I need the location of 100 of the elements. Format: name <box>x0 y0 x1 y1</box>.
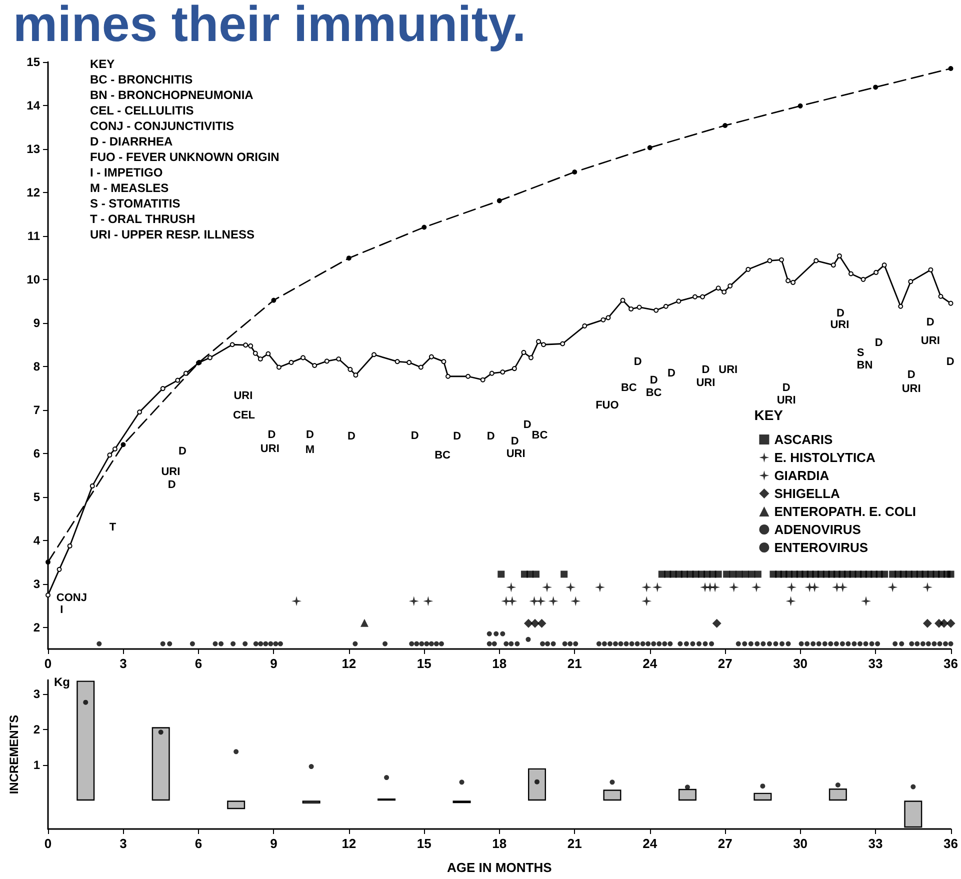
point <box>873 84 878 90</box>
annotation: D <box>510 435 519 448</box>
annotation: FUO <box>596 400 620 412</box>
annotation: I - IMPETIGO <box>90 166 163 180</box>
point <box>838 582 848 592</box>
annotation: URI <box>830 319 850 332</box>
point <box>594 582 605 592</box>
x-tick-label: 18 <box>492 836 507 851</box>
y-tick-label: 5 <box>33 490 40 504</box>
point <box>506 582 516 592</box>
point <box>526 636 531 642</box>
annotation: S <box>856 347 864 359</box>
x-axis-title: AGE IN MONTHS <box>447 860 552 875</box>
legend-label: ENTEROVIRUS <box>774 540 868 555</box>
annotation: BC <box>620 382 637 394</box>
x-tick-label: 12 <box>342 836 356 851</box>
y-tick-label: 15 <box>26 55 40 69</box>
point <box>760 784 766 789</box>
x-tick-label: 36 <box>944 656 958 671</box>
point <box>158 730 164 735</box>
y-tick-label: 10 <box>26 272 40 286</box>
point <box>234 749 239 754</box>
point <box>647 145 652 150</box>
annotation: D <box>836 307 845 320</box>
annotation: D <box>668 368 676 380</box>
y-tick-label: 2 <box>33 722 40 737</box>
point <box>798 103 803 108</box>
point <box>494 631 499 636</box>
point <box>710 582 720 592</box>
point <box>728 582 739 592</box>
point <box>723 570 730 578</box>
y-tick-label: 7 <box>33 402 40 417</box>
point <box>507 596 518 606</box>
annotation: D <box>348 430 356 442</box>
x-tick-label: 3 <box>120 656 127 671</box>
bar <box>754 792 772 801</box>
point <box>736 570 743 578</box>
y-tick-label: 3 <box>33 576 40 591</box>
annotation: BC <box>646 386 662 399</box>
annotation: FUO - FEVER UNKNOWN ORIGIN <box>90 150 280 164</box>
annotation: D <box>874 337 883 349</box>
point <box>501 596 512 606</box>
point <box>922 618 932 628</box>
annotation: T - ORAL THRUSH <box>90 212 196 226</box>
point <box>642 582 652 592</box>
annotation: M <box>305 444 315 456</box>
point <box>910 784 916 790</box>
point <box>532 570 540 578</box>
annotation: D <box>926 316 934 328</box>
y-tick-label: 4 <box>33 533 40 548</box>
x-tick-label: 21 <box>567 656 582 671</box>
y-tick-label: 6 <box>33 446 40 460</box>
annotation: BC - BRONCHITIS <box>90 72 193 86</box>
point <box>500 631 506 636</box>
chart-title: mines their immunity. <box>13 0 526 52</box>
annotation: KEY <box>90 57 115 71</box>
x-tick-label: 15 <box>416 836 432 851</box>
annotation: URI <box>718 364 738 376</box>
point <box>83 700 88 705</box>
y-tick-label: 1 <box>33 758 40 772</box>
y-tick-label: 12 <box>26 185 40 200</box>
legend-label: GIARDIA <box>774 468 830 483</box>
point <box>529 596 540 606</box>
point <box>642 596 652 606</box>
annotation: BC <box>434 449 450 462</box>
point <box>922 582 932 592</box>
x-tick-label: 21 <box>567 836 582 851</box>
legend-label: SHIGELLA <box>774 486 841 501</box>
annotation: I <box>60 604 64 616</box>
point <box>888 582 898 592</box>
annotation: URI <box>506 448 526 460</box>
point <box>861 596 872 606</box>
point <box>570 596 581 606</box>
point <box>714 570 722 578</box>
point <box>810 582 820 592</box>
x-tick-label: 30 <box>793 656 808 671</box>
point <box>346 256 352 261</box>
point <box>940 618 948 628</box>
point <box>360 618 368 627</box>
legend-label: E. HISTOLYTICA <box>774 450 876 465</box>
y-axis-title: INCREMENTS <box>7 714 21 794</box>
annotation: CONJ - CONJUNCTIVITIS <box>90 119 234 133</box>
point <box>46 560 50 565</box>
annotation: D <box>907 368 916 381</box>
point <box>652 582 662 592</box>
point <box>881 570 888 578</box>
x-tick-label: 33 <box>868 656 883 671</box>
annotation: URI <box>776 394 796 407</box>
annotation: URI - UPPER RESP. ILLNESS <box>90 228 254 242</box>
y-tick-label: 8 <box>33 359 40 374</box>
point <box>722 122 728 128</box>
annotation: D <box>178 445 187 458</box>
x-tick-label: 27 <box>718 656 732 671</box>
point <box>946 618 956 628</box>
y-tick-label: 13 <box>26 142 40 156</box>
annotation: URI <box>902 382 921 395</box>
x-tick-label: 24 <box>642 836 658 851</box>
legend-label: ASCARIS <box>774 432 834 447</box>
point <box>459 780 464 785</box>
x-tick-label: 6 <box>194 836 202 851</box>
